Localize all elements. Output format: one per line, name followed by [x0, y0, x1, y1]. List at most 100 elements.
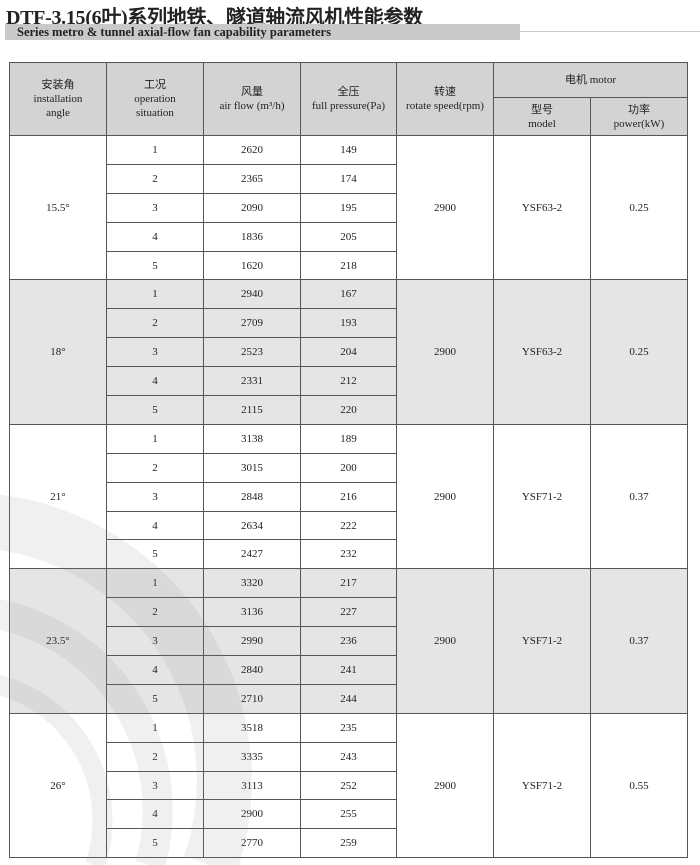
airflow-cell: 2709 [203, 308, 301, 339]
speed-cell: 2900 [396, 568, 494, 714]
speed-cell: 2900 [396, 712, 494, 859]
airflow-cell: 2365 [203, 163, 301, 194]
situation-cell: 4 [106, 366, 204, 397]
situation-cell: 5 [106, 539, 204, 570]
pressure-cell: 244 [300, 683, 397, 714]
airflow-cell: 3138 [203, 423, 301, 454]
table-row: 4 1836 205 [10, 221, 688, 252]
airflow-cell: 3015 [203, 452, 301, 483]
power-cell: 0.37 [590, 423, 688, 570]
airflow-cell: 1620 [203, 250, 301, 281]
speed-cell: 2900 [396, 423, 494, 570]
situation-cell: 1 [106, 279, 204, 310]
airflow-cell: 2940 [203, 279, 301, 310]
situation-cell: 5 [106, 683, 204, 714]
header-power: 功率 power(kW) [590, 97, 688, 136]
table-row: 3 3113 252 [10, 770, 688, 801]
airflow-cell: 2848 [203, 481, 301, 512]
pressure-cell: 212 [300, 366, 397, 397]
power-cell: 0.25 [590, 134, 688, 281]
pressure-cell: 217 [300, 568, 397, 599]
pressure-cell: 236 [300, 626, 397, 657]
model-cell: YSF63-2 [493, 279, 591, 425]
model-cell: YSF71-2 [493, 712, 591, 859]
table-row: 21° 1 3138 189 2900 YSF71-2 0.37 [9, 423, 688, 570]
pressure-cell: 189 [300, 423, 397, 454]
airflow-cell: 2840 [203, 655, 301, 685]
airflow-cell: 1836 [203, 221, 301, 252]
pressure-cell: 193 [300, 308, 397, 339]
airflow-cell: 3335 [203, 741, 301, 772]
pressure-cell: 241 [300, 655, 397, 685]
pressure-cell: 216 [300, 481, 397, 512]
header-angle: 安装角 installation angle [9, 62, 107, 136]
power-cell: 0.37 [590, 568, 688, 714]
angle-cell: 15.5° [9, 134, 107, 281]
performance-table: 安装角 installation angle 工况 operation situatio… [9, 62, 688, 859]
situation-cell: 5 [106, 395, 204, 425]
table-row: 4 2840 241 [10, 655, 688, 685]
header-airflow: 风量 air flow (m³/h) [203, 62, 301, 136]
power-cell: 0.55 [590, 712, 688, 859]
pressure-cell: 255 [300, 799, 397, 830]
pressure-cell: 218 [300, 250, 397, 281]
situation-cell: 2 [106, 597, 204, 628]
header-motor: 电机 motor [493, 62, 688, 98]
divider [520, 31, 700, 32]
pressure-cell: 252 [300, 770, 397, 801]
situation-cell: 5 [106, 250, 204, 281]
table-row: 23.5° 1 3320 217 2900 YSF71-2 0.37 [9, 568, 688, 714]
situation-cell: 2 [106, 308, 204, 339]
pressure-cell: 222 [300, 510, 397, 541]
table-row: 18° 1 2940 167 2900 YSF63-2 0.25 [9, 279, 688, 425]
pressure-cell: 232 [300, 539, 397, 570]
situation-cell: 2 [106, 163, 204, 194]
table-body: 15.5° 1 2620 149 2900 YSF63-2 0.25 2 2365 174 3 209… [9, 134, 688, 859]
subtitle: Series metro & tunnel axial-flow fan cap… [17, 25, 331, 39]
situation-cell: 5 [106, 828, 204, 859]
table-row: 2 2709 193 [10, 308, 688, 339]
situation-cell: 1 [106, 135, 204, 165]
airflow-cell: 2331 [203, 366, 301, 397]
situation-cell: 1 [106, 568, 204, 599]
speed-cell: 2900 [396, 134, 494, 281]
table-row: 2 3015 200 [10, 452, 688, 483]
table-row: 5 2115 220 [10, 395, 688, 425]
situation-cell: 3 [106, 770, 204, 801]
airflow-cell: 3136 [203, 597, 301, 628]
header-model: 型号 model [493, 97, 591, 136]
airflow-cell: 2523 [203, 337, 301, 368]
table-row: 3 2848 216 [10, 481, 688, 512]
airflow-cell: 2115 [203, 395, 301, 425]
pressure-cell: 204 [300, 337, 397, 368]
table-row: 3 2090 195 [10, 192, 688, 223]
airflow-cell: 2710 [203, 683, 301, 714]
airflow-cell: 2427 [203, 539, 301, 570]
pressure-cell: 167 [300, 279, 397, 310]
table-row: 15.5° 1 2620 149 2900 YSF63-2 0.25 [9, 134, 688, 281]
pressure-cell: 205 [300, 221, 397, 252]
pressure-cell: 200 [300, 452, 397, 483]
table-row: 4 2331 212 [10, 366, 688, 397]
speed-cell: 2900 [396, 279, 494, 425]
power-cell: 0.25 [590, 279, 688, 425]
table-row: 2 2365 174 [10, 163, 688, 194]
pressure-cell: 220 [300, 395, 397, 425]
pressure-cell: 149 [300, 135, 397, 165]
subtitle-bar: Series metro & tunnel axial-flow fan cap… [5, 24, 520, 40]
situation-cell: 3 [106, 626, 204, 657]
situation-cell: 1 [106, 712, 204, 743]
pressure-cell: 243 [300, 741, 397, 772]
airflow-cell: 2620 [203, 135, 301, 165]
situation-cell: 4 [106, 655, 204, 685]
pressure-cell: 195 [300, 192, 397, 223]
situation-cell: 4 [106, 510, 204, 541]
pressure-cell: 174 [300, 163, 397, 194]
situation-cell: 2 [106, 452, 204, 483]
header-speed: 转速 rotate speed(rpm) [396, 62, 494, 136]
table-row: 5 2710 244 [10, 683, 688, 714]
airflow-cell: 2770 [203, 828, 301, 859]
pressure-cell: 259 [300, 828, 397, 859]
situation-cell: 3 [106, 481, 204, 512]
table-row: 4 2900 255 [10, 799, 688, 830]
